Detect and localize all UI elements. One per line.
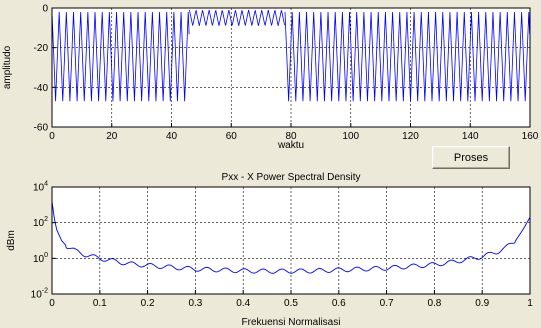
x-tick-label: 0.1 — [93, 298, 107, 309]
proses-button[interactable]: Proses — [432, 146, 510, 169]
y-tick-label: -40 — [34, 83, 49, 94]
x-tick-label: 0.3 — [188, 298, 202, 309]
x-tick-label: 0.9 — [475, 298, 489, 309]
y-tick-label: 102 — [33, 216, 48, 229]
x-tick-label: 0.6 — [332, 298, 346, 309]
x-tick-label: 1 — [527, 298, 533, 309]
y-tick-label: -20 — [34, 43, 49, 54]
signal-trace — [284, 11, 531, 102]
x-tick-label: 0.8 — [427, 298, 441, 309]
x-tick-label: 0 — [49, 131, 55, 142]
x-tick-label: 0.7 — [380, 298, 394, 309]
x-tick-label: 160 — [522, 131, 539, 142]
x-tick-label: 140 — [462, 131, 479, 142]
signal-trace — [51, 11, 190, 102]
time-signal-plot: 0 20 40 60 80 100 120 140 160 0 -20 -40 -60 waktu ampl… — [2, 4, 539, 151]
x-tick-label: 80 — [285, 131, 297, 142]
y-axis-label: dBm — [6, 230, 17, 251]
x-tick-label: 0.4 — [236, 298, 250, 309]
y-tick-label: 100 — [33, 252, 48, 265]
x-axis-label: Frekuensi Normalisasi — [242, 317, 341, 328]
x-tick-label: 0.5 — [284, 298, 298, 309]
x-tick-label: 100 — [342, 131, 359, 142]
psd-title: Pxx - X Power Spectral Density — [222, 172, 361, 183]
x-tick-label: 0 — [49, 298, 55, 309]
x-axis-label: waktu — [277, 140, 304, 150]
x-tick-label: 60 — [226, 131, 238, 142]
x-tick-label: 120 — [402, 131, 419, 142]
x-tick-label: 0.2 — [141, 298, 155, 309]
y-tick-label: 0 — [42, 4, 48, 15]
y-tick-label: -60 — [34, 123, 49, 134]
y-axis-label: amplitudo — [2, 45, 13, 89]
x-tick-label: 20 — [106, 131, 118, 142]
signal-trace — [189, 9, 286, 27]
psd-trace — [51, 201, 531, 274]
x-tick-label: 40 — [166, 131, 178, 142]
y-tick-label: 10-2 — [31, 288, 48, 301]
y-tick-label: 104 — [33, 181, 48, 194]
